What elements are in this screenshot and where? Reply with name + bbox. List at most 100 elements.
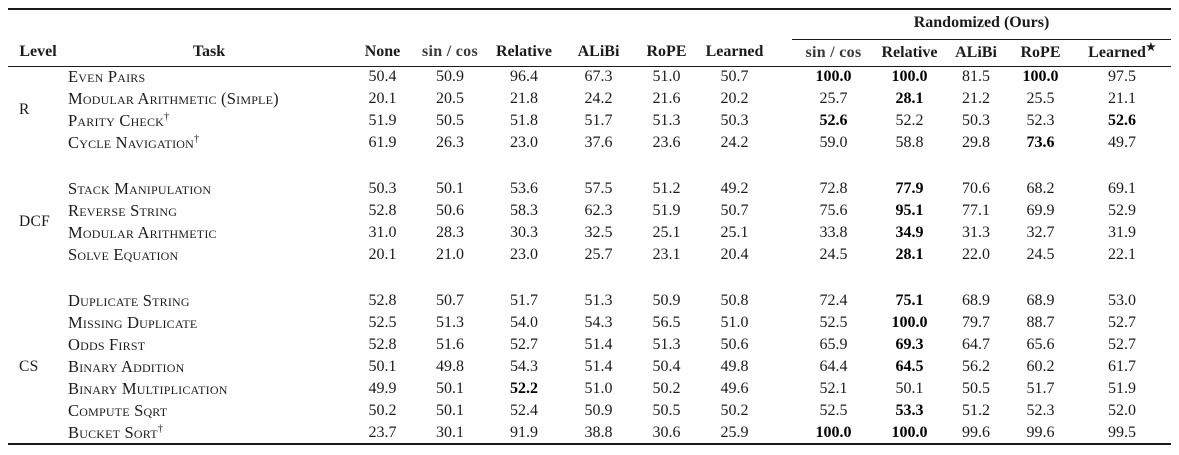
value-cell-base: 51.6 xyxy=(436,336,464,353)
value-cell-randomized: 52.7 xyxy=(1108,336,1136,353)
value-cell-randomized: 65.6 xyxy=(1026,336,1055,353)
value-cell-base: 49.8 xyxy=(720,358,749,375)
value-cell-base: 52.8 xyxy=(368,336,397,353)
task-cell: Stack Manipulation xyxy=(65,178,350,200)
value-cell-randomized: 31.9 xyxy=(1108,224,1136,241)
col-header-alibi: ALiBi xyxy=(563,39,634,67)
value-cell-randomized: 68.9 xyxy=(962,292,990,309)
task-label: Solve Equation xyxy=(68,245,179,264)
task-cell: Cycle Navigation† xyxy=(65,132,350,154)
value-cell-randomized: 99.6 xyxy=(1026,423,1055,441)
dagger-icon: † xyxy=(164,111,170,123)
value-cell-randomized: 69.1 xyxy=(1108,180,1136,197)
group-header-spacer xyxy=(8,9,792,39)
value-cell-base: 50.8 xyxy=(720,292,749,309)
value-cell-randomized: 25.5 xyxy=(1026,90,1055,107)
col-header-rand-alibi: ALiBi xyxy=(944,39,1008,67)
dagger-icon: † xyxy=(194,133,200,145)
task-label: Compute Sqrt xyxy=(68,401,168,420)
value-cell-base: 50.3 xyxy=(720,112,749,129)
value-cell-base: 51.9 xyxy=(652,202,681,219)
value-cell-base: 50.2 xyxy=(652,380,681,397)
value-cell-randomized: 33.8 xyxy=(819,224,848,241)
value-cell-base: 52.7 xyxy=(510,336,538,353)
task-cell: Reverse String xyxy=(65,200,350,222)
column-group-gap xyxy=(770,334,792,356)
value-cell-randomized: 28.1 xyxy=(895,90,924,107)
value-cell-base: 25.7 xyxy=(584,246,613,263)
value-cell-randomized: 100.0 xyxy=(891,314,928,331)
level-label: R xyxy=(19,101,30,119)
value-cell-base: 49.2 xyxy=(720,180,749,197)
value-cell-base: 23.7 xyxy=(368,423,397,441)
task-label: Missing Duplicate xyxy=(68,313,198,332)
benchmark-results-table: Randomized (Ours) Level Task None sin / … xyxy=(8,8,1172,445)
value-cell-randomized: 99.6 xyxy=(962,423,990,441)
value-cell-base: 54.0 xyxy=(510,314,538,331)
value-cell-base: 61.9 xyxy=(368,134,397,151)
value-cell-base: 25.9 xyxy=(720,423,749,441)
value-cell-randomized: 22.0 xyxy=(962,246,990,263)
value-cell-base: 54.3 xyxy=(510,358,538,375)
column-group-gap xyxy=(770,400,792,422)
value-cell-randomized: 52.3 xyxy=(1026,112,1055,129)
value-cell-base: 25.1 xyxy=(720,224,749,241)
value-cell-randomized: 69.9 xyxy=(1026,202,1055,219)
value-cell-randomized: 72.4 xyxy=(819,292,848,309)
value-cell-randomized: 68.9 xyxy=(1026,292,1055,309)
value-cell-base: 53.6 xyxy=(510,180,538,197)
task-cell: Bucket Sort† xyxy=(65,422,350,444)
value-cell-randomized: 100.0 xyxy=(891,68,928,86)
value-cell-base: 23.0 xyxy=(510,246,538,263)
value-cell-randomized: 69.3 xyxy=(895,336,924,353)
column-group-gap xyxy=(770,200,792,222)
value-cell-base: 21.8 xyxy=(510,90,538,107)
value-cell-randomized: 50.1 xyxy=(895,380,924,397)
value-cell-base: 50.4 xyxy=(652,358,681,375)
value-cell-base: 50.2 xyxy=(720,402,749,419)
col-header-rand-sincos: sin / cos xyxy=(792,39,875,67)
value-cell-base: 51.9 xyxy=(368,112,397,129)
value-cell-base: 49.8 xyxy=(436,358,464,375)
value-cell-base: 20.4 xyxy=(720,246,749,263)
value-cell-base: 51.8 xyxy=(510,112,538,129)
value-cell-base: 50.2 xyxy=(368,402,397,419)
column-group-gap xyxy=(770,244,792,266)
value-cell-base: 50.9 xyxy=(652,292,681,309)
group-separator-cell xyxy=(8,266,1171,290)
task-row: Modular Arithmetic (Simple) 20.1 20.5 21.8 2… xyxy=(8,88,1171,110)
value-cell-randomized: 65.9 xyxy=(819,336,848,353)
value-cell-randomized: 75.1 xyxy=(895,292,924,309)
col-header-learned: Learned xyxy=(699,39,770,67)
task-cell: Solve Equation xyxy=(65,244,350,266)
value-cell-randomized: 50.3 xyxy=(962,112,990,129)
value-cell-base: 50.5 xyxy=(652,402,681,419)
value-cell-base: 50.1 xyxy=(436,180,464,197)
task-row: Missing Duplicate 52.5 51.3 54.0 54.3 56.5 51.… xyxy=(8,312,1171,334)
col-header-level: Level xyxy=(8,39,65,67)
col-header-sincos: sin / cos xyxy=(415,39,485,67)
value-cell-base: 91.9 xyxy=(510,423,538,441)
value-cell-randomized: 100.0 xyxy=(815,423,852,441)
value-cell-randomized: 77.9 xyxy=(895,180,924,197)
task-label: Bucket Sort xyxy=(68,422,158,442)
dagger-icon: † xyxy=(157,423,164,435)
task-cell: Parity Check† xyxy=(65,110,350,132)
value-cell-base: 23.6 xyxy=(652,134,681,151)
value-cell-base: 51.4 xyxy=(584,336,613,353)
value-cell-randomized: 24.5 xyxy=(1026,246,1055,263)
group-separator-row xyxy=(8,266,1171,290)
randomized-ours-group-header: Randomized (Ours) xyxy=(792,9,1172,40)
value-cell-base: 23.0 xyxy=(510,134,538,151)
value-cell-base: 50.4 xyxy=(368,68,397,86)
column-header-row: Level Task None sin / cos Relative ALiBi… xyxy=(8,39,1172,67)
value-cell-base: 38.8 xyxy=(584,423,613,441)
value-cell-randomized: 50.5 xyxy=(962,380,990,397)
task-row: Compute Sqrt 50.2 50.1 52.4 50.9 50.5 50.2 52.5… xyxy=(8,400,1171,422)
task-cell: Modular Arithmetic xyxy=(65,222,350,244)
value-cell-randomized: 52.6 xyxy=(819,112,848,129)
column-group-gap xyxy=(770,378,792,400)
value-cell-base: 51.0 xyxy=(584,380,613,397)
value-cell-randomized: 53.3 xyxy=(895,402,924,419)
